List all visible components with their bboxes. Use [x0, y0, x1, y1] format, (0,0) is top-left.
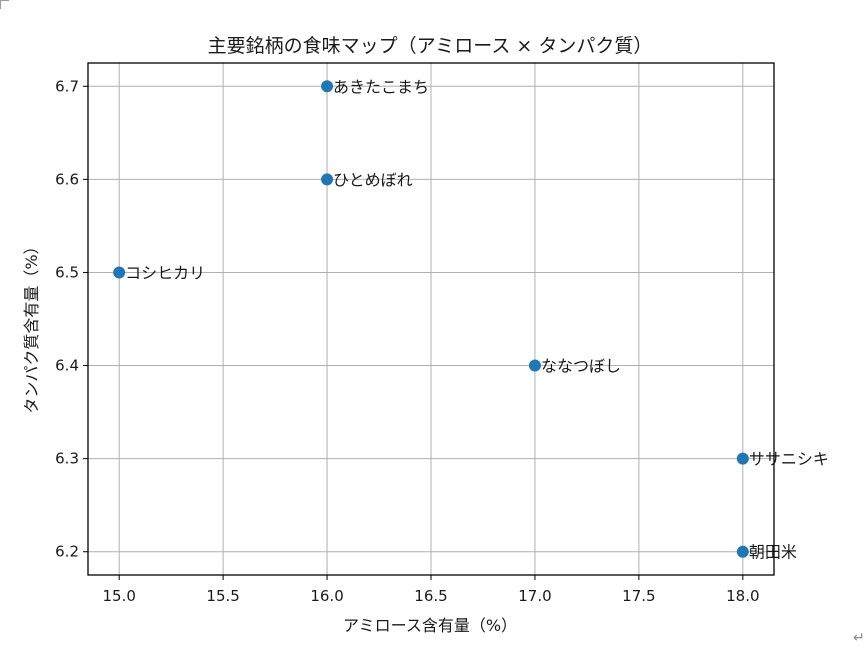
y-tick-label: 6.3 [55, 450, 79, 468]
axes: 15.0 15.5 16.0 16.5 17.0 17.5 18.0 6.2 6.3 6.4 6.5… [55, 77, 759, 605]
y-tick-label: 6.7 [55, 77, 79, 95]
plot-area-frame [87, 62, 775, 576]
data-point-label: ひとめぼれ [333, 170, 413, 189]
y-tick-label: 6.4 [55, 357, 79, 375]
grid-lines [88, 63, 774, 575]
paragraph-return-mark: ↵ [853, 630, 865, 646]
data-point [736, 452, 749, 465]
data-points [113, 80, 749, 558]
data-point-label: 朝田米 [749, 543, 797, 562]
data-point-label: コシヒカリ [125, 263, 205, 282]
data-point-label: あきたこまち [333, 77, 429, 96]
y-tick-label: 6.5 [55, 263, 79, 281]
x-tick-label: 15.5 [206, 587, 239, 605]
page-corner-mark [0, 0, 9, 9]
y-axis-label: タンパク質含有量（%） [22, 238, 41, 413]
y-tick-label: 6.6 [55, 170, 79, 188]
data-point [321, 173, 334, 186]
data-point [528, 359, 541, 372]
x-tick-label: 18.0 [726, 587, 759, 605]
data-point [736, 545, 749, 558]
data-point-label: ななつぼし [541, 357, 621, 376]
data-point [113, 266, 126, 279]
data-point-label: ササニシキ [749, 450, 829, 469]
x-tick-label: 16.5 [414, 587, 447, 605]
chart-title: 主要銘柄の食味マップ（アミロース × タンパク質） [208, 35, 653, 57]
x-tick-label: 17.5 [622, 587, 655, 605]
x-tick-label: 17.0 [518, 587, 551, 605]
y-tick-label: 6.2 [55, 543, 79, 561]
data-point [321, 80, 334, 93]
x-tick-label: 15.0 [102, 587, 135, 605]
x-tick-label: 16.0 [310, 587, 343, 605]
x-axis-label: アミロース含有量（%） [343, 616, 517, 635]
